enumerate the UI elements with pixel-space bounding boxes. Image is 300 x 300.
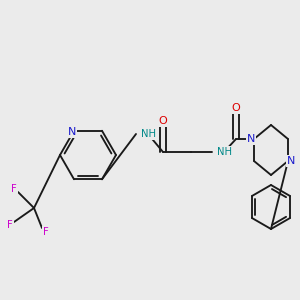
Text: O: O xyxy=(232,103,240,113)
Text: F: F xyxy=(11,184,17,194)
Text: N: N xyxy=(68,127,76,137)
Text: N: N xyxy=(247,134,255,144)
Text: O: O xyxy=(159,116,167,126)
Text: F: F xyxy=(43,227,49,237)
Text: N: N xyxy=(287,156,295,166)
Text: NH: NH xyxy=(141,129,156,139)
Text: F: F xyxy=(7,220,13,230)
Text: NH: NH xyxy=(217,147,232,157)
